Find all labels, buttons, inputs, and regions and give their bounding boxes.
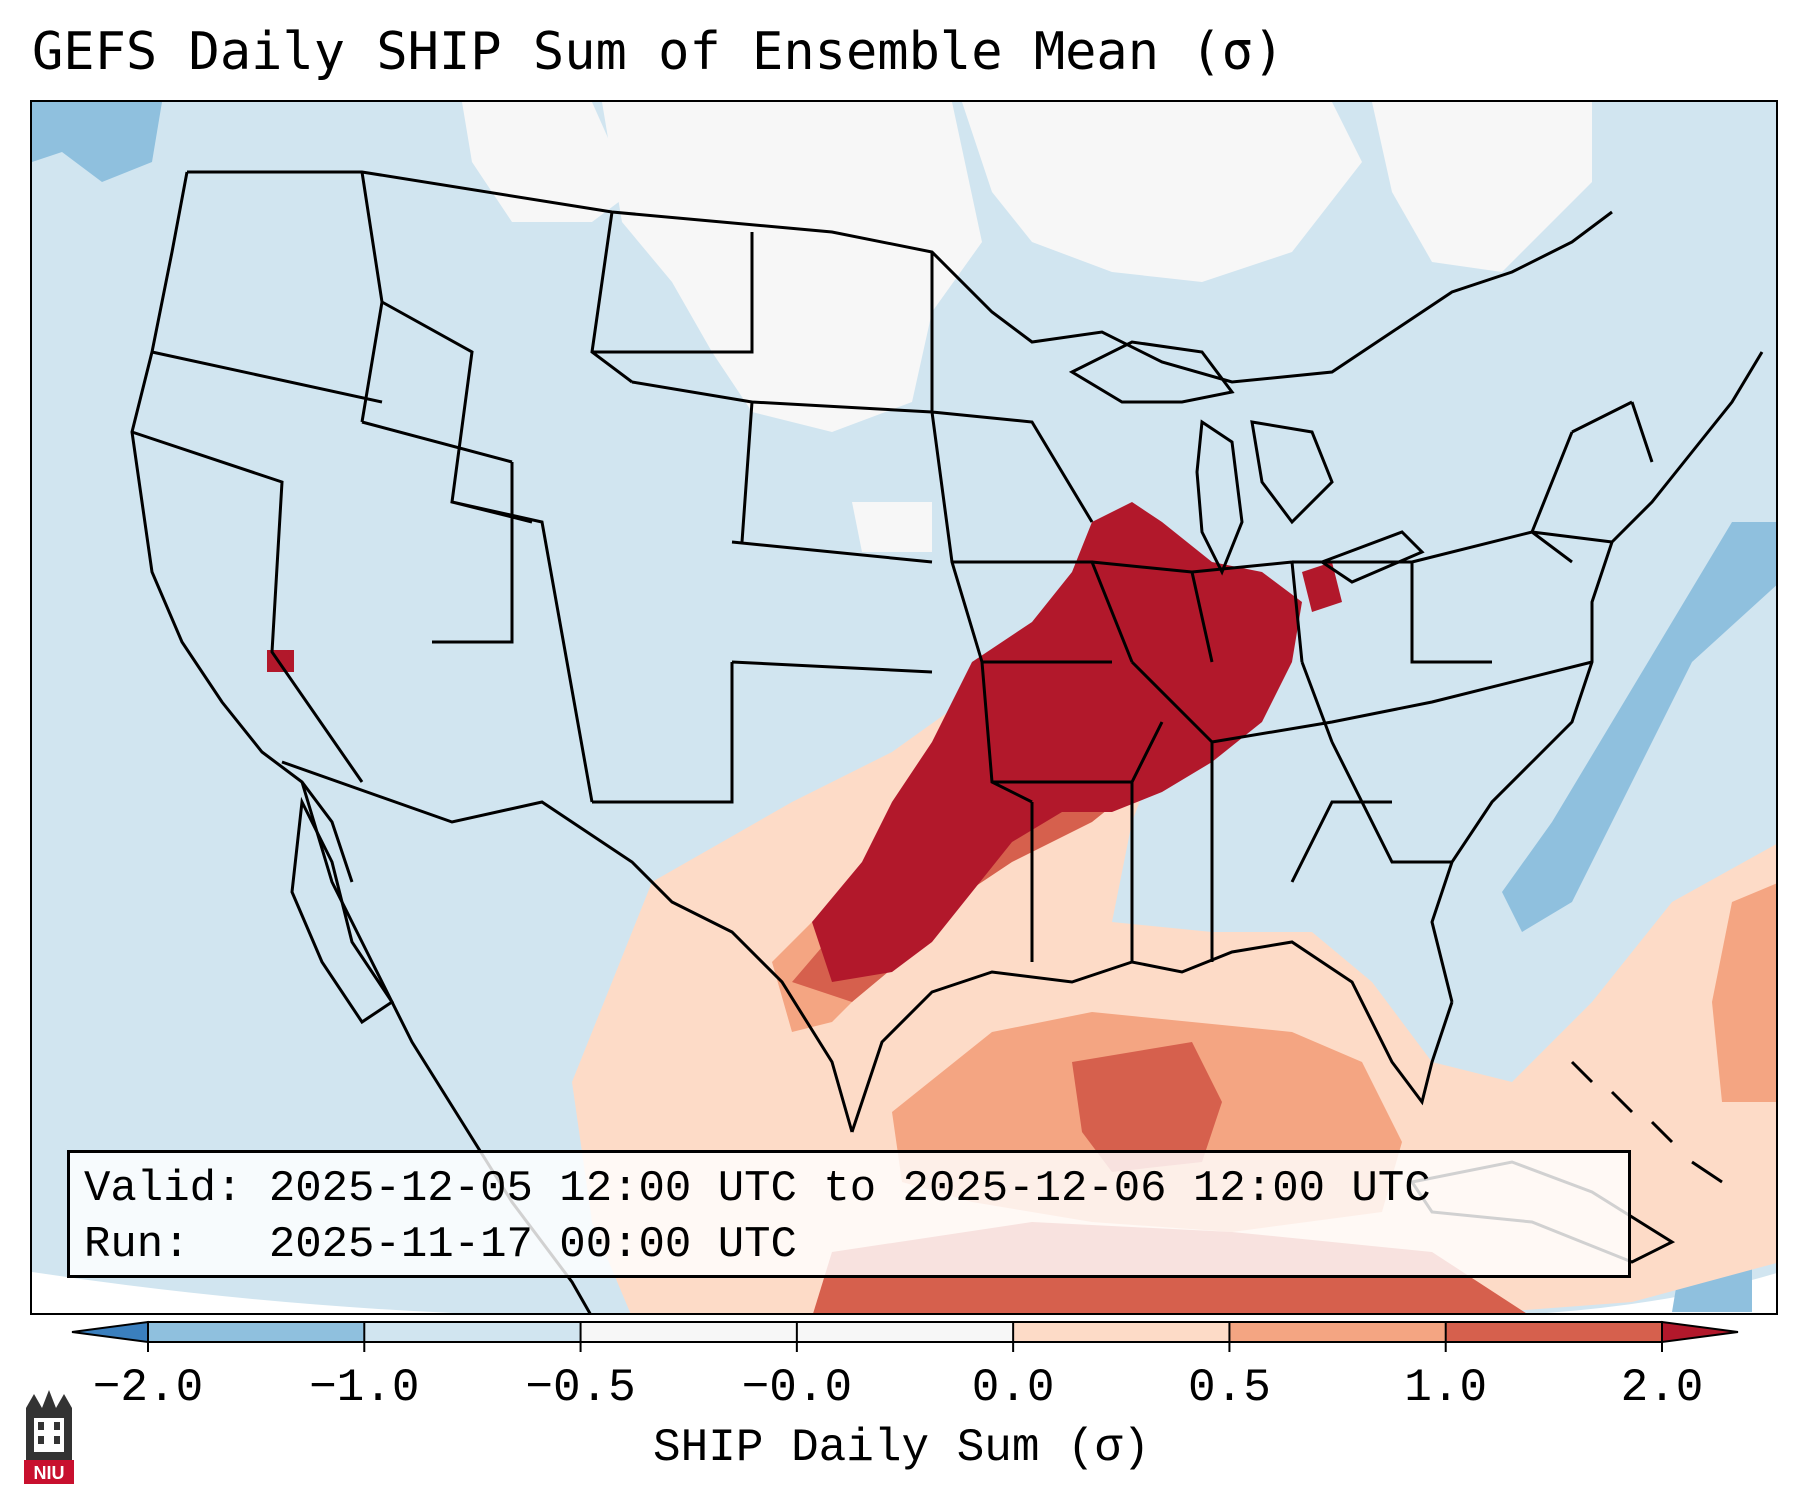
colorbar-tick-label: −2.0 <box>92 1362 204 1414</box>
positive-region-extreme-nevada <box>267 650 294 672</box>
positive-region-extreme-great-lakes <box>1302 562 1342 612</box>
us-canada-border <box>187 170 1613 384</box>
colorbar-tick-label: −0.0 <box>741 1362 853 1414</box>
colorbar-tick-label: 1.0 <box>1404 1362 1488 1414</box>
lake-superior <box>1068 340 1235 404</box>
colorbar-extend-high <box>1661 1320 1739 1344</box>
us-west-coast <box>130 171 354 883</box>
colorbar <box>71 1320 1739 1352</box>
colorbar-segment <box>1445 1322 1662 1342</box>
near-zero-region-quebec <box>1372 102 1592 272</box>
near-zero-region-canada-central <box>602 102 982 432</box>
colorbar-segment <box>364 1322 581 1342</box>
political-boundaries <box>130 170 1764 1313</box>
map-panel <box>30 100 1778 1315</box>
valid-value: 2025-12-05 12:00 UTC to 2025-12-06 12:00… <box>268 1164 1431 1214</box>
lake-erie <box>1318 530 1425 584</box>
negative-region-pacific-nw <box>32 102 162 182</box>
colorbar-extend-low <box>71 1320 149 1344</box>
valid-label: Valid: <box>84 1164 243 1214</box>
colorbar-label: SHIP Daily Sum (σ) <box>653 1422 1150 1474</box>
colorbar-ticks <box>147 1322 1663 1352</box>
map-canvas <box>32 102 1776 1313</box>
colorbar-tick-label: −1.0 <box>309 1362 420 1414</box>
colorbar-tick-label: 0.5 <box>1188 1362 1271 1414</box>
projection-edge-bottom-left <box>32 1272 454 1313</box>
near-zero-region-canada-east <box>962 102 1362 282</box>
positive-region-extreme-midwest <box>812 502 1302 982</box>
colorbar-tick-label: 2.0 <box>1620 1362 1704 1414</box>
colorbar-segment <box>1229 1322 1446 1342</box>
logo-text: NIU <box>34 1463 65 1483</box>
positive-region-light-south <box>572 642 1776 1313</box>
colorbar-tick-label: −0.5 <box>525 1362 636 1414</box>
baja-california <box>290 796 395 1025</box>
state-border-lines <box>131 171 1654 962</box>
lake-huron <box>1250 420 1334 525</box>
niu-logo-icon: NIU <box>24 1390 74 1484</box>
run-value: 2025-11-17 00:00 UTC <box>268 1220 797 1270</box>
valid-run-info-box: Valid: 2025-12-05 12:00 UTC to 2025-12-0… <box>67 1150 1631 1278</box>
us-mexico-border <box>281 760 854 1133</box>
run-label: Run: <box>84 1220 190 1270</box>
colorbar-segment <box>1013 1322 1230 1342</box>
colorbar-segment <box>580 1322 797 1342</box>
positive-region-moderate-atlantic <box>1712 883 1776 1102</box>
positive-region-strong-gulf <box>1072 1042 1222 1172</box>
colorbar-segments <box>71 1320 1739 1344</box>
bahamas-islands <box>1570 1060 1723 1184</box>
near-zero-region-canada-west <box>462 102 632 222</box>
map-title: GEFS Daily SHIP Sum of Ensemble Mean (σ) <box>32 22 1285 82</box>
near-zero-region-plains-patch <box>852 502 932 552</box>
colorbar-segment <box>796 1322 1014 1342</box>
negative-region-atlantic-band <box>1502 522 1776 932</box>
gulf-coast <box>850 940 1454 1133</box>
colorbar-tick-label: 0.0 <box>971 1362 1055 1414</box>
lake-michigan <box>1195 419 1244 576</box>
colorbar-segment <box>148 1322 365 1342</box>
